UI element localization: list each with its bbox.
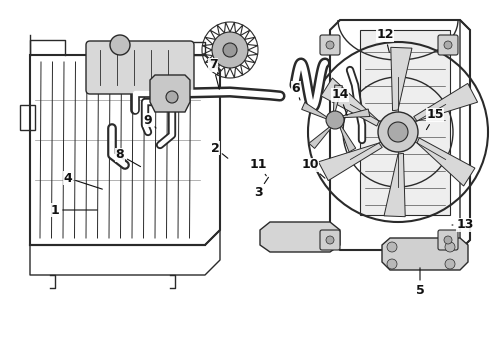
FancyBboxPatch shape xyxy=(320,230,340,250)
Text: 2: 2 xyxy=(211,141,228,158)
Circle shape xyxy=(212,32,248,68)
Text: 7: 7 xyxy=(209,58,220,89)
Text: 4: 4 xyxy=(64,171,102,189)
Polygon shape xyxy=(414,84,478,121)
Circle shape xyxy=(326,236,334,244)
FancyBboxPatch shape xyxy=(438,35,458,55)
Text: 1: 1 xyxy=(50,203,97,216)
Polygon shape xyxy=(333,85,343,112)
Text: 12: 12 xyxy=(376,28,394,52)
Text: 5: 5 xyxy=(416,268,424,297)
Circle shape xyxy=(166,91,178,103)
Polygon shape xyxy=(417,138,475,186)
Circle shape xyxy=(445,259,455,269)
Circle shape xyxy=(445,242,455,252)
Circle shape xyxy=(387,242,397,252)
Polygon shape xyxy=(342,109,370,118)
Circle shape xyxy=(326,41,334,49)
FancyBboxPatch shape xyxy=(438,230,458,250)
Circle shape xyxy=(110,35,130,55)
Text: 6: 6 xyxy=(292,81,300,100)
Circle shape xyxy=(378,112,418,152)
Polygon shape xyxy=(384,153,405,217)
Polygon shape xyxy=(382,238,468,270)
Circle shape xyxy=(326,111,344,129)
Circle shape xyxy=(387,259,397,269)
Circle shape xyxy=(444,236,452,244)
Polygon shape xyxy=(260,222,340,252)
Polygon shape xyxy=(360,30,450,215)
Circle shape xyxy=(388,122,408,142)
Polygon shape xyxy=(302,102,327,119)
Text: 15: 15 xyxy=(426,108,444,130)
Polygon shape xyxy=(318,143,382,181)
FancyBboxPatch shape xyxy=(320,35,340,55)
Text: 14: 14 xyxy=(331,89,349,115)
Text: 13: 13 xyxy=(452,219,474,231)
Polygon shape xyxy=(340,125,356,152)
Polygon shape xyxy=(150,75,190,112)
Text: 10: 10 xyxy=(301,158,325,178)
Text: 9: 9 xyxy=(144,113,156,128)
Circle shape xyxy=(444,41,452,49)
Polygon shape xyxy=(391,47,412,111)
Polygon shape xyxy=(321,78,379,126)
Text: 8: 8 xyxy=(116,148,141,167)
Polygon shape xyxy=(309,126,332,148)
FancyBboxPatch shape xyxy=(86,41,194,94)
Text: 11: 11 xyxy=(249,158,267,176)
Text: 3: 3 xyxy=(254,177,269,199)
Circle shape xyxy=(223,43,237,57)
